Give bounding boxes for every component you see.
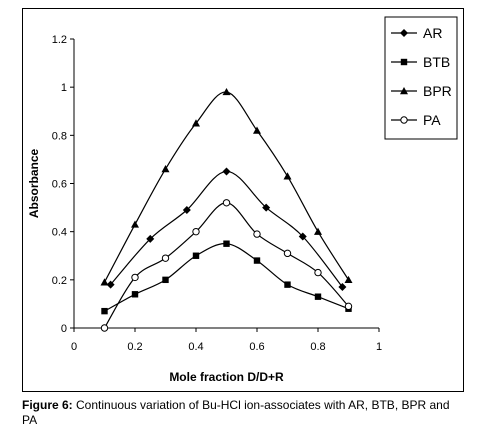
y-axis-label: Absorbance: [27, 149, 41, 219]
caption-text: Continuous variation of Bu-HCl ion-assoc…: [22, 398, 450, 427]
data-point-bpr: [192, 119, 200, 127]
line-chart: 0 0.2 0.4 0.6 0.8 1 0 0.2 0.4 0.6 0.8 1 1.2 Absorba…: [27, 16, 458, 384]
data-point-pa: [222, 199, 231, 207]
figure-caption: Figure 6: Continuous variation of Bu-HCl…: [22, 398, 464, 428]
data-point-bpr: [283, 172, 292, 180]
legend-item-pa: PA: [391, 112, 441, 128]
y-tick-label: 0.4: [52, 227, 67, 239]
series-layer: [100, 87, 353, 332]
x-tick-label: 0.8: [310, 341, 325, 353]
data-point-btb: [400, 58, 408, 66]
legend-item-btb: BTB: [391, 54, 450, 70]
y-tick-label: 0.6: [52, 179, 67, 191]
x-tick-label: 0.4: [188, 341, 203, 353]
x-tick-label: 0.2: [127, 341, 142, 353]
data-point-pa: [400, 116, 408, 124]
data-point-ar: [222, 167, 231, 176]
data-point-pa: [283, 249, 292, 258]
caption-label: Figure 6:: [22, 398, 73, 412]
y-tick-label: 1: [61, 82, 67, 94]
x-tick-labels: 0 0.2 0.4 0.6 0.8 1: [71, 328, 382, 353]
series-bpr: [100, 87, 353, 286]
data-point-pa: [161, 254, 170, 262]
data-point-ar: [298, 232, 307, 241]
x-tick-label: 1: [376, 341, 382, 353]
data-point-ar: [338, 283, 347, 292]
y-tick-label: 0.8: [52, 130, 67, 142]
data-point-ar: [106, 280, 115, 289]
data-point-pa: [131, 273, 139, 282]
x-axis-label: Mole fraction D/D+R: [169, 370, 284, 384]
legend-label: BTB: [423, 54, 450, 70]
data-point-pa: [100, 324, 109, 332]
data-point-btb: [223, 240, 230, 247]
legend: AR BTB BPR PA: [384, 16, 458, 140]
y-tick-label: 0: [61, 323, 67, 335]
data-point-btb: [101, 307, 108, 315]
data-point-pa: [192, 227, 200, 236]
data-point-bpr: [100, 278, 109, 286]
data-point-pa: [344, 302, 353, 311]
series-ar: [106, 167, 347, 292]
series-btb: [101, 240, 352, 315]
data-point-bpr: [400, 87, 408, 95]
legend-label: AR: [423, 25, 442, 41]
y-tick-label: 1.2: [52, 34, 67, 46]
data-point-ar: [146, 234, 155, 243]
data-point-bpr: [344, 275, 353, 284]
series-line-bpr: [103, 91, 350, 283]
legend-item-ar: AR: [391, 25, 442, 41]
data-point-pa: [314, 268, 322, 277]
data-point-ar: [400, 29, 408, 37]
data-point-bpr: [222, 87, 231, 96]
data-point-pa: [253, 230, 261, 238]
data-point-btb: [253, 257, 261, 264]
x-tick-label: 0: [71, 341, 77, 353]
series-line-btb: [104, 243, 349, 312]
axes: [73, 39, 379, 329]
figure-frame: 0 0.2 0.4 0.6 0.8 1 0 0.2 0.4 0.6 0.8 1 1.2 Absorba…: [22, 8, 464, 392]
data-point-ar: [182, 205, 191, 214]
data-point-btb: [192, 252, 200, 259]
legend-box: [384, 16, 458, 140]
y-tick-label: 0.2: [52, 275, 67, 287]
data-point-bpr: [131, 220, 139, 228]
data-point-btb: [131, 291, 139, 298]
data-point-bpr: [314, 227, 322, 235]
series-pa: [100, 199, 353, 332]
legend-item-bpr: BPR: [391, 83, 452, 99]
data-point-btb: [162, 276, 169, 284]
y-tick-labels: 0 0.2 0.4 0.6 0.8 1 1.2: [52, 34, 74, 335]
legend-label: BPR: [423, 83, 452, 99]
data-point-bpr: [161, 165, 170, 173]
data-point-btb: [314, 293, 322, 300]
legend-label: PA: [423, 112, 441, 128]
x-tick-label: 0.6: [249, 341, 264, 353]
data-point-btb: [284, 281, 291, 288]
data-point-ar: [262, 203, 271, 212]
data-point-bpr: [253, 126, 261, 134]
